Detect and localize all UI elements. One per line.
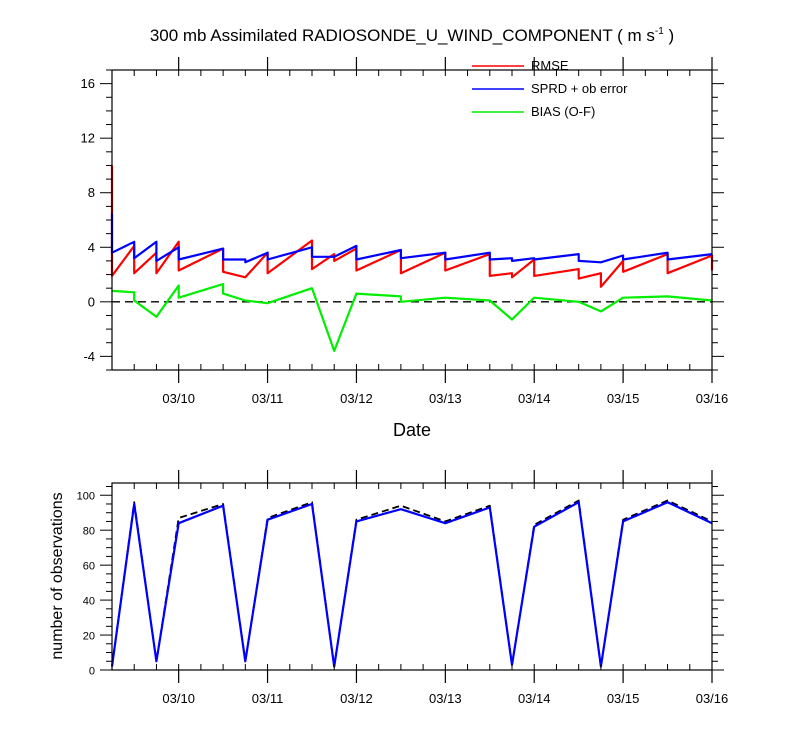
y-tick-label: 0 (89, 666, 95, 678)
top-plot-frame (111, 69, 713, 371)
x-tick-label: 03/12 (340, 391, 373, 406)
series-line-bias (111, 283, 713, 352)
legend: RMSE SPRD + ob error BIAS (O-F) (472, 58, 628, 119)
y-tick-label: 60 (83, 561, 95, 573)
chart-title: 300 mb Assimilated RADIOSONDE_U_WIND_COM… (150, 26, 674, 45)
x-tick-label: 03/13 (429, 391, 462, 406)
top-x-axis-label: Date (393, 420, 431, 440)
bottom-plot-frame (111, 482, 713, 671)
legend-label-bias: BIAS (O-F) (531, 104, 595, 119)
x-tick-label: 03/13 (429, 691, 462, 706)
x-tick-label: 03/10 (162, 691, 195, 706)
y-tick-label: 16 (81, 76, 95, 91)
y-tick-label: 0 (88, 294, 95, 309)
bottom-panel: 03/10 03/11 03/12 03/13 03/14 03/15 03/16 0 20 40… (49, 470, 728, 706)
y-tick-label: 40 (83, 596, 95, 608)
x-tick-label: 03/14 (518, 691, 551, 706)
x-tick-label: 03/14 (518, 391, 551, 406)
y-tick-label: 8 (88, 185, 95, 200)
x-tick-label: 03/16 (696, 691, 729, 706)
series-line-obs-used (110, 501, 713, 668)
series-line-sprd (110, 213, 713, 264)
y-tick-label: -4 (83, 349, 95, 364)
y-tick-label: 100 (77, 491, 95, 503)
x-tick-label: 03/16 (696, 391, 729, 406)
bottom-axes: 03/10 03/11 03/12 03/13 03/14 03/15 03/16 0 20 40… (77, 470, 729, 706)
top-axes: 03/10 03/11 03/12 03/13 03/14 03/15 03/16 -4 0 4 8… (81, 57, 729, 406)
x-tick-label: 03/10 (162, 391, 195, 406)
x-tick-label: 03/12 (340, 691, 373, 706)
series-line-rmse (110, 165, 714, 288)
x-tick-label: 03/11 (252, 691, 284, 706)
x-tick-label: 03/11 (252, 391, 284, 406)
bottom-y-axis-label: number of observations (49, 492, 66, 659)
y-tick-label: 4 (88, 240, 95, 255)
top-panel: 03/10 03/11 03/12 03/13 03/14 03/15 03/16 -4 0 4 8… (81, 57, 729, 440)
y-tick-label: 12 (81, 131, 95, 146)
x-tick-label: 03/15 (607, 691, 640, 706)
bottom-series-layer (110, 499, 713, 668)
y-tick-label: 20 (83, 631, 95, 643)
y-tick-label: 80 (83, 526, 95, 538)
top-series-layer (110, 165, 714, 352)
legend-label-sprd: SPRD + ob error (531, 81, 628, 96)
x-tick-label: 03/15 (607, 391, 640, 406)
legend-label-rmse: RMSE (531, 58, 569, 73)
